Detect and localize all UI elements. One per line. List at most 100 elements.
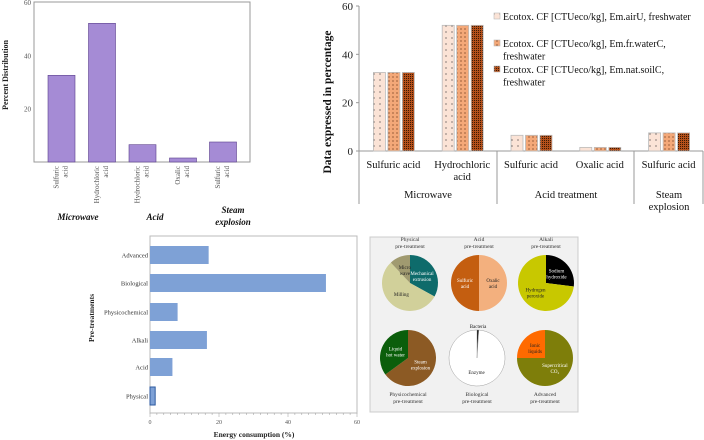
x-tick-label: acid [223,166,231,178]
pie-slice-label: Micro [399,266,412,271]
bar-series-1 [441,24,455,152]
pie-title: Physicochemical [389,392,427,398]
pie-title: Physical [401,237,420,243]
chart-energy-consumption: 0 20 40 60 Advanced Biological Physicochemical… [87,235,360,439]
legend-swatch [493,39,501,47]
x-tick-label: Oxalic [174,166,182,185]
bar-series-3 [401,72,415,152]
bar [169,157,197,163]
pie-slice-label: acid [489,285,498,290]
pie-title: Advanced [534,392,557,398]
pie-slice-label: extrusion [413,278,432,283]
pie-slice-label: liquids [528,350,542,355]
bar-series-2 [662,132,676,152]
pie-slice-label: CO₂ [551,370,560,375]
bar-series-1 [510,134,524,152]
legend-swatch [493,12,501,20]
pie-slice-label: Bacteria [470,325,487,330]
x-tick-label: acid [453,172,471,183]
pie-slice [546,255,575,287]
pie-slice-label: hot water [386,354,405,359]
pie-slice-label: Mechanical [410,272,434,277]
pie-slice-label: Sodium [549,270,565,275]
bar-series-3 [539,134,553,152]
bar [149,386,156,406]
pie-slice-label: Sulfuric [457,279,474,284]
legend-label: freshwater [503,52,546,63]
y-tick-label: 60 [24,0,32,7]
x-tick-label: Sulfuric acid [366,160,421,171]
y-tick-label: Advanced [122,253,149,260]
group-label: explosion [649,202,691,213]
pie-title: pre-treatment [530,399,560,405]
x-tick-label: acid [183,166,191,178]
x-tick-label: 0 [149,420,152,426]
pie-title: pre-treatment [393,399,423,405]
bar-series-1 [579,146,593,152]
y-tick-label: 20 [24,106,32,114]
pie-slice-label: wave [400,272,411,277]
x-tick-label: acid [143,166,151,178]
bar [150,358,173,376]
pie-slice-label: Oxalic [486,279,500,284]
legend-label: Ecotox. CF [CTUeco/kg], Em.fr.waterC, [503,39,666,50]
x-tick-label: Sulfuric [53,166,61,189]
pie-slice [479,255,507,311]
pie-slice-label: Milling [394,293,410,298]
pie-slice [385,330,437,386]
group-label: Microwave [57,212,99,222]
x-tick-label: 20 [216,420,222,426]
y-tick-label: 40 [24,52,32,60]
y-tick-label: Physical [126,394,148,401]
group-label: Acid treatment [535,190,598,201]
x-tick-label: Sulfuric [214,166,222,189]
x-tick-label: Hydrochloric [434,160,490,171]
bar [150,331,207,349]
pie-slice [410,255,438,297]
group-label: Steam [221,205,244,215]
bar-series-2 [387,72,401,152]
pie-slice-label: Supercritical [542,364,568,369]
bar-series-1 [372,72,386,152]
legend-label: Ecotox. CF [CTUeco/kg], Em.airU, freshwa… [503,12,691,23]
pie-slice-label: Hydrogen [525,288,545,293]
y-tick-label: Physicochemical [104,310,148,317]
bar [209,141,237,163]
x-tick-label: Hydrochloric [93,166,101,203]
chart-ecotox: 0 20 40 60 Data expressed in percentage Sulfu… [322,1,704,213]
x-tick-label: Sulfuric acid [504,160,559,171]
y-axis-label: Percent Distribution [1,40,10,110]
pie-title: pre-treatment [531,244,561,250]
y-tick-label: Alkali [132,338,148,345]
x-tick-label: 60 [354,420,360,426]
y-tick-label: 60 [342,1,354,13]
x-tick-label: Oxalic acid [576,160,625,171]
legend-label: Ecotox. CF [CTUeco/kg], Em.nat.soilC, [503,65,664,76]
legend-swatch [493,65,501,73]
bar [150,246,209,264]
pie-slice-label: explosion [411,366,431,371]
bar-series-1 [648,132,661,152]
x-tick-label: acid [102,166,110,178]
y-tick-label: Biological [121,281,148,288]
pie-slice-label: Liquid [389,348,403,353]
pie-slice [390,255,410,283]
pie-slice-label: acid [461,285,470,290]
pie-title: Biological [466,392,489,398]
y-axis-label: Data expressed in percentage [322,31,334,174]
bar-series-2 [456,24,470,152]
bar [150,303,178,321]
pie-slice-label: Steam [414,360,427,365]
pie-slice [448,329,506,387]
group-label: Microwave [404,190,452,201]
x-axis-label: Energy consumption (%) [214,430,295,439]
bar-series-2 [525,134,538,152]
